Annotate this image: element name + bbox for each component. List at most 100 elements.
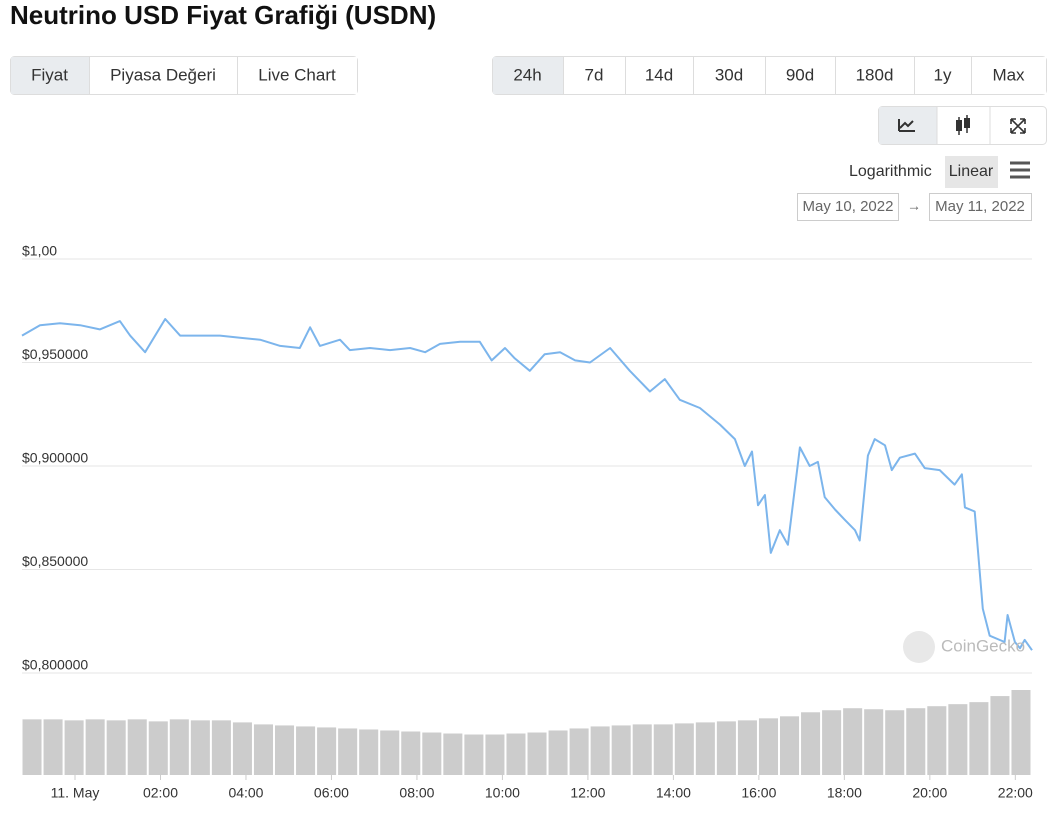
x-tick-label: 16:00 (741, 785, 776, 801)
scale-option[interactable]: Logarithmic (849, 163, 932, 180)
volume-bar (843, 708, 863, 775)
volume-bar (22, 719, 42, 775)
volume-bar (275, 725, 295, 775)
volume-bar (653, 724, 673, 775)
volume-bar (443, 733, 463, 775)
volume-bar (548, 730, 568, 775)
tab-group: Fiyat Piyasa Değeri Live Chart (10, 56, 358, 95)
price-line (21, 318, 1033, 651)
x-tick-label: 22:00 (998, 785, 1033, 801)
volume-bar (380, 730, 400, 775)
date-input[interactable] (929, 193, 1032, 221)
chart-tools (878, 106, 1047, 145)
volume-bar (317, 727, 337, 775)
volume-bar (506, 733, 526, 775)
volume-bar (632, 724, 652, 775)
volume-bar (611, 725, 631, 775)
button[interactable] (836, 57, 914, 94)
volume-bar (190, 720, 210, 775)
volume-bar (253, 724, 273, 775)
page-title: Neutrino USD Fiyat Grafiği (USDN) (10, 0, 436, 30)
volume-bar (127, 719, 147, 775)
volume-bar (401, 731, 421, 775)
button[interactable] (11, 57, 89, 94)
button[interactable] (90, 57, 237, 94)
volume-bar (148, 721, 168, 775)
volume-bar (338, 728, 358, 775)
button[interactable] (238, 57, 357, 94)
volume-bar (359, 729, 379, 775)
volume-bar (885, 710, 905, 775)
button[interactable] (564, 57, 625, 94)
button[interactable] (626, 57, 693, 94)
x-tick-label: 08:00 (399, 785, 434, 801)
range-group: 24h 7d 14d 30d 90d 180d 1y Max (492, 56, 1047, 95)
button-label: 14d (645, 65, 673, 84)
y-tick-label: $0,850000 (22, 553, 88, 569)
x-tick-label: 14:00 (656, 785, 691, 801)
button[interactable] (972, 57, 1046, 94)
button-label: 24h (513, 65, 541, 84)
button-label: 30d (715, 65, 743, 84)
volume-bar (737, 720, 757, 775)
volume-bar (948, 704, 968, 775)
watermark: CoinGecko (941, 636, 1025, 655)
volume-bar (927, 706, 947, 775)
candle-icon (964, 118, 970, 128)
volume-bar (822, 710, 842, 775)
button[interactable] (694, 57, 765, 94)
date-input[interactable] (797, 193, 899, 221)
x-tick-label: 12:00 (570, 785, 605, 801)
scale-active (945, 156, 998, 188)
chart: $0,800000 $0,850000 $0,900000 $0,950000 $1,0… (21, 243, 1033, 801)
menu-icon[interactable] (1010, 161, 1030, 179)
volume-bar (232, 722, 252, 775)
date-from: May 10, 2022 (803, 198, 894, 215)
button-label: Max (992, 65, 1025, 84)
volume-bar (1011, 690, 1031, 775)
volume-bar (64, 720, 84, 775)
y-tick-label: $0,950000 (22, 346, 88, 362)
volume-bar (758, 718, 778, 775)
volume-bar (695, 722, 715, 775)
line-icon (898, 119, 915, 132)
button[interactable] (915, 57, 971, 94)
x-tick-label: 18:00 (827, 785, 862, 801)
button[interactable] (766, 57, 835, 94)
volume-bar (43, 719, 63, 775)
y-tick-label: $0,800000 (22, 657, 88, 673)
watermark-logo (903, 631, 935, 663)
volume-bar (716, 721, 736, 775)
volume-bar (569, 728, 589, 775)
button-label: 7d (585, 65, 604, 84)
candle-icon (956, 120, 962, 131)
date-separator: → (907, 198, 921, 214)
volume-bar (801, 712, 821, 775)
volume-bar (85, 719, 105, 775)
x-tick-label: 04:00 (228, 785, 263, 801)
button-label: 90d (786, 65, 814, 84)
y-tick-label: $1,00 (22, 243, 57, 259)
volume-bar (422, 732, 442, 775)
volume-bar (969, 702, 989, 775)
date-to: May 11, 2022 (935, 198, 1025, 215)
volume-bar (211, 720, 231, 775)
x-tick-label: 02:00 (143, 785, 178, 801)
button[interactable] (493, 57, 563, 94)
volume-bar (485, 734, 505, 775)
fullscreen-icon (1010, 118, 1026, 134)
button-label: Fiyat (31, 65, 68, 84)
volume-bar (169, 719, 189, 775)
y-tick-label: $0,900000 (22, 450, 88, 466)
volume-bar (464, 734, 484, 775)
button-label: Piyasa Değeri (110, 65, 216, 84)
button-label: 1y (934, 65, 952, 84)
scale-option[interactable]: Linear (949, 163, 994, 180)
volume-bar (296, 726, 316, 775)
volume-bar (590, 726, 610, 775)
button-label: 180d (856, 65, 894, 84)
volume-bar (106, 720, 126, 775)
x-tick-label: 20:00 (912, 785, 947, 801)
